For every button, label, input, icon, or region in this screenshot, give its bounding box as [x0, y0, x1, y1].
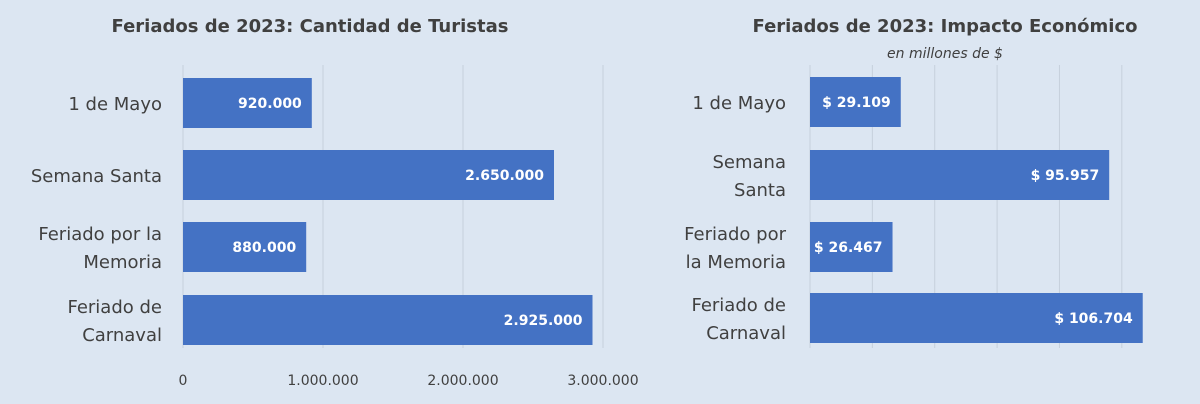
category-label: Feriado por [684, 224, 786, 245]
tick-label: 2.000.000 [427, 373, 498, 389]
data-label: $ 106.704 [1054, 311, 1133, 327]
data-label: 2.925.000 [504, 313, 583, 329]
bar [810, 150, 1110, 200]
chart-subtitle: en millones de $ [887, 46, 1003, 62]
data-label: 880.000 [232, 240, 296, 256]
category-label: Santa [734, 180, 786, 201]
category-label: Carnaval [82, 325, 162, 346]
data-label: 2.650.000 [465, 168, 544, 184]
tick-label: 0 [179, 373, 188, 389]
bar [183, 150, 554, 200]
data-label: 920.000 [238, 96, 302, 112]
data-label: $ 29.109 [822, 95, 891, 111]
category-label: Feriado por la [38, 224, 162, 245]
category-label: Feriado de [691, 295, 786, 316]
category-label: 1 de Mayo [68, 94, 162, 115]
category-label: Semana Santa [31, 166, 162, 187]
chart-title: Feriados de 2023: Impacto Económico [753, 16, 1138, 37]
category-label: Carnaval [706, 323, 786, 344]
bar [810, 222, 893, 272]
tick-label: 1.000.000 [287, 373, 358, 389]
category-label: Feriado de [67, 297, 162, 318]
category-label: la Memoria [686, 252, 786, 273]
category-label: Memoria [83, 252, 162, 273]
tick-label: 3.000.000 [567, 373, 638, 389]
chart-2: Feriados de 2023: Impacto Económico en mi… [684, 16, 1143, 348]
data-label: $ 26.467 [814, 240, 883, 256]
bar [183, 78, 312, 128]
category-label: 1 de Mayo [692, 93, 786, 114]
category-label: Semana [712, 152, 786, 173]
data-label: $ 95.957 [1031, 168, 1100, 184]
bar [183, 222, 307, 272]
bar [810, 77, 901, 127]
chart-1: Feriados de 2023: Cantidad de Turistas 92… [31, 16, 639, 389]
bar [183, 295, 593, 345]
chart-title: Feriados de 2023: Cantidad de Turistas [112, 16, 509, 37]
bar [810, 293, 1143, 343]
